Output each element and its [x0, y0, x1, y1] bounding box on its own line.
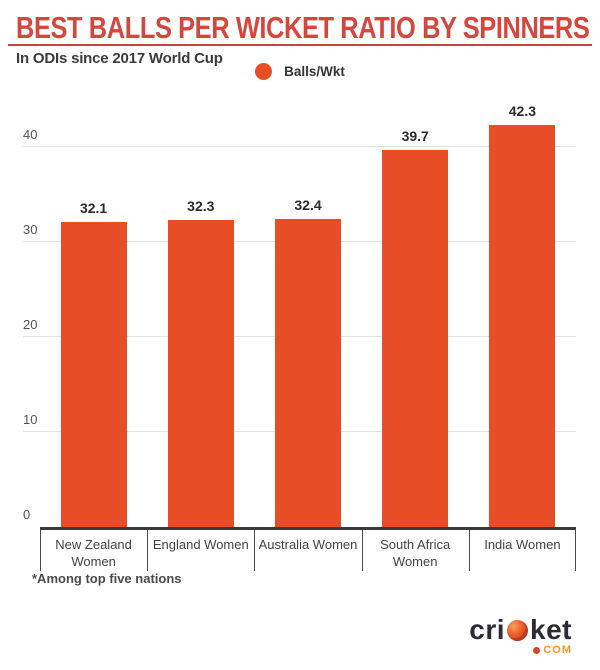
x-axis-tick	[468, 530, 470, 571]
logo-dot-icon	[533, 647, 541, 654]
bar-england-women	[167, 220, 234, 527]
title-underline	[8, 44, 592, 46]
bar-value-label: 42.3	[508, 103, 537, 120]
page-title: BEST BALLS PER WICKET RATIO BY SPINNERS	[16, 10, 590, 45]
logo-text-post: ket	[530, 614, 572, 645]
x-axis-tick	[147, 530, 149, 571]
plot-area: 0 10 20 30 40 32.1 New Zealand Women 32.3 Englan…	[23, 104, 576, 571]
bar-value-label: 32.3	[187, 198, 215, 215]
x-axis-tick	[575, 530, 576, 571]
bar-value-label: 32.1	[79, 200, 108, 217]
x-axis-category-label: India Women	[484, 537, 561, 552]
bar-new-zealand-women	[60, 222, 127, 527]
bar-value-label: 39.7	[401, 127, 429, 144]
y-axis-tick-label: 0	[23, 507, 31, 522]
x-axis-tick	[361, 530, 363, 571]
chart-legend: Balls/Wkt	[0, 63, 600, 80]
x-axis-category-label: South Africa Women	[380, 537, 451, 569]
cricket-ball-icon	[507, 619, 529, 641]
y-axis-tick-label: 30	[23, 222, 38, 237]
logo-wordmark: cri ket	[469, 616, 572, 644]
y-axis-tick-label: 20	[23, 317, 38, 332]
bar-south-africa-women	[382, 149, 449, 527]
logo-text-pre: cri	[469, 614, 506, 645]
x-axis-tick	[254, 530, 256, 571]
y-axis-tick-label: 10	[23, 412, 38, 427]
logo-tld: com	[469, 645, 572, 656]
chart-footnote: *Among top five nations	[32, 571, 182, 586]
x-axis-category-label: New Zealand Women	[55, 537, 132, 569]
bar-india-women	[489, 125, 556, 527]
cricket-com-logo: cri ket com	[469, 616, 572, 656]
bar-australia-women	[275, 219, 341, 527]
legend-label: Balls/Wkt	[284, 64, 345, 79]
x-axis-tick	[40, 530, 41, 571]
x-axis-category-label: Australia Women	[258, 537, 358, 552]
gridline-40	[23, 146, 576, 147]
y-axis-tick-label: 40	[23, 127, 38, 142]
bar-value-label: 32.4	[294, 197, 322, 214]
legend-dot-icon	[255, 63, 273, 80]
logo-tld-text: com	[543, 644, 572, 656]
x-axis-category-label: England Women	[152, 537, 249, 552]
chart-subtitle: In ODIs since 2017 World Cup	[16, 50, 223, 67]
